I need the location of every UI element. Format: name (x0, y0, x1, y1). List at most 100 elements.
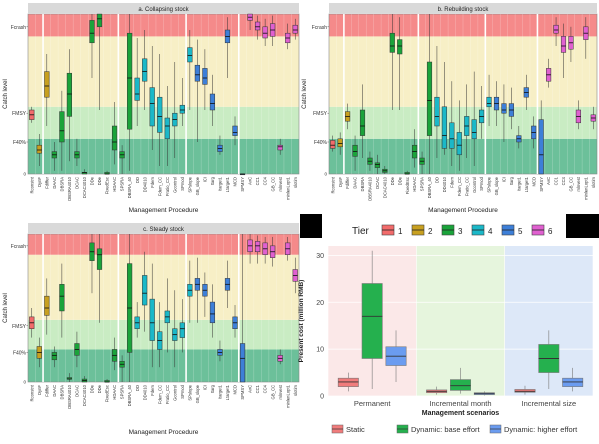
x-tick-label: Itarg (210, 176, 215, 185)
box (239, 343, 246, 383)
box (471, 119, 477, 140)
cost-box (562, 377, 584, 387)
band-yellow (28, 36, 299, 107)
x-tick-label: DAAC (353, 177, 358, 189)
box (330, 140, 336, 149)
x-tick-label: CC1 (554, 176, 559, 185)
x-tick-label: SPmod (479, 176, 484, 190)
x-tick-label: Itarg (509, 176, 514, 185)
x-tick-label: GB_CC (569, 177, 574, 191)
box (51, 352, 57, 361)
x-tick-label: ICI (502, 177, 507, 182)
box (232, 125, 238, 136)
box (66, 72, 72, 117)
x-tick-label: MCD (233, 177, 238, 187)
x-axis-title: Management scenarios (422, 410, 500, 417)
x-tick-label: DCAC4010 (82, 176, 87, 198)
x-tick-label: DDe (97, 384, 102, 393)
series-legend: Static Dynamic: base effort Dynamic: highe… (331, 424, 578, 434)
plot-border (27, 233, 300, 383)
x-tick-label: DynF (37, 385, 42, 395)
x-tick-label: Incremental month (429, 399, 491, 408)
box (202, 68, 208, 85)
x-tick-label: minlenLopt1 (285, 384, 290, 407)
panel-strip (28, 223, 299, 233)
box (111, 125, 118, 151)
x-tick-label: Fratio_CC (165, 385, 170, 404)
x-tick-label: DCAC (75, 385, 80, 397)
cost-box (450, 379, 471, 391)
x-tick-label: SPSRA (120, 177, 125, 191)
x-tick-label: DBSRA (59, 385, 64, 400)
y-tick-label: 10 (316, 347, 324, 354)
x-tick-label: DCAC4010 (382, 176, 387, 198)
box (142, 58, 148, 82)
box (560, 36, 567, 53)
box (553, 24, 559, 34)
x-tick-label: Incremental size (522, 399, 577, 408)
x-tick-label: Rconstnt (29, 176, 34, 193)
tier-label: 3 (458, 227, 463, 236)
x-tick-label: Ltarget1 (225, 176, 230, 192)
series-label: Static (346, 425, 365, 434)
x-tick-label: slotim (591, 176, 596, 187)
box (157, 96, 163, 133)
x-axis-title: Management Procedure (129, 429, 199, 436)
x-tick-label: GB_slope (494, 176, 499, 195)
x-tick-label: ICI (203, 177, 208, 182)
band-red (329, 14, 597, 37)
y-zero-label: 0 (23, 380, 26, 385)
x-tick-label: mlnvest (278, 176, 283, 191)
band-dark_green (329, 138, 597, 174)
y-tick-label: 0 (320, 394, 324, 401)
tier-label: 1 (398, 227, 403, 236)
x-tick-label: CC4 (263, 176, 268, 185)
ref-level-label: F40% (13, 140, 27, 146)
x-tick-label: HDAAC (412, 177, 417, 192)
x-tick-label: minlenLopt1 (285, 176, 290, 199)
box (149, 298, 155, 341)
x-tick-label: DBSRA_40 (427, 176, 432, 198)
x-tick-label: MCD (531, 177, 536, 187)
x-tick-label: Itarget1 (218, 176, 223, 191)
x-tick-label: Itarget1 (516, 176, 521, 191)
plot-border (27, 13, 300, 175)
x-tick-label: mlnvest (576, 176, 581, 191)
x-tick-label: Fdiffer (345, 176, 350, 188)
cost-panel: 0 10 20 30 Present cost (million RMB) Permane… (298, 246, 594, 417)
band-dark_green (28, 138, 299, 174)
x-tick-label: Ltarget1 (524, 176, 529, 192)
x-tick-label: Fdem_CC (157, 385, 162, 404)
cost-box (514, 389, 536, 393)
x-tick-label: DynF (338, 177, 343, 187)
band-red (28, 14, 299, 37)
box (209, 301, 216, 324)
band-light_green (329, 106, 597, 139)
ref-level-label: FMSY (313, 111, 328, 117)
y-tick-label: 20 (316, 300, 324, 307)
x-tick-label: CC4 (561, 176, 566, 185)
x-tick-label: slotim (293, 176, 298, 187)
tier-legend-title: Tier (352, 226, 370, 237)
x-tick-label: GB_CC (270, 385, 275, 399)
box (134, 77, 140, 101)
band-yellow (329, 36, 597, 107)
panel-strip (329, 3, 597, 13)
box (44, 295, 50, 316)
x-tick-label: Fdiffer (44, 176, 49, 188)
x-tick-label: DBSRA (59, 177, 64, 192)
x-tick-label: DBSRA4010 (67, 176, 72, 200)
x-tick-label: DDe (390, 176, 395, 185)
box (292, 24, 298, 34)
y-axis-title: Catch level (3, 293, 9, 323)
box (389, 32, 395, 53)
x-tick-label: FixedEsc (405, 177, 410, 194)
stock-panel-1: a. Collapsing stock Fcrash FMSY F40% 0 Catch … (3, 3, 300, 214)
box (456, 132, 462, 156)
box (441, 106, 447, 149)
x-tick-label: HDAAC (112, 177, 117, 192)
x-tick-label: HDAAC (112, 385, 117, 400)
box (149, 87, 155, 127)
box (277, 144, 283, 151)
